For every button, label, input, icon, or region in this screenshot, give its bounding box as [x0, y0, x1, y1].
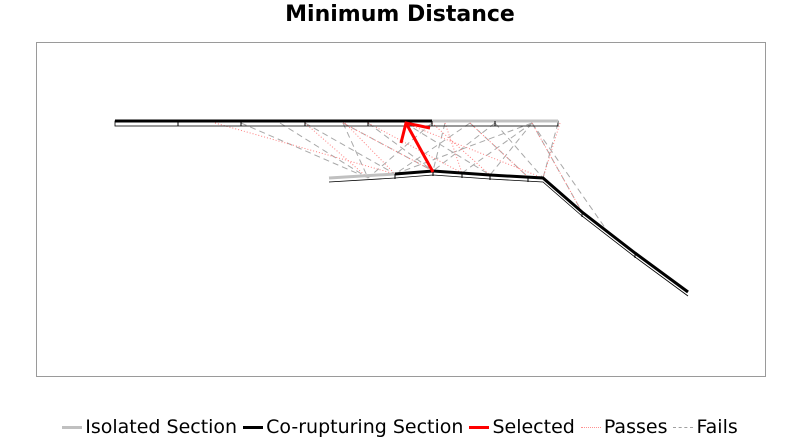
fails-connection-line	[404, 122, 491, 176]
legend-label-fails: Fails	[696, 416, 738, 438]
fails-connection-line	[367, 122, 433, 179]
fails-connections	[240, 122, 609, 233]
fails-connection-line	[342, 122, 369, 179]
plot-area	[36, 42, 766, 377]
passes-connection-line	[304, 122, 369, 179]
passes-connection-line	[342, 122, 434, 172]
legend: Isolated Section Co-rupturing Section Se…	[0, 413, 800, 441]
fails-connection-line	[542, 122, 559, 179]
legend-label-passes: Passes	[603, 416, 668, 438]
legend-swatch-passes	[580, 426, 601, 428]
legend-swatch-isolated	[62, 425, 83, 429]
fails-connection-line	[279, 122, 369, 179]
chart-title: Minimum Distance	[285, 2, 515, 27]
passes-connection-line	[214, 122, 396, 175]
fails-connection-line	[469, 122, 529, 178]
fails-connection-line	[304, 122, 396, 175]
fails-connection-line	[394, 122, 533, 175]
fails-connection-line	[531, 122, 609, 233]
legend-item-corupturing: Co-rupturing Section	[243, 416, 463, 438]
lower-corupturing-trace	[394, 169, 689, 294]
fails-connection-line	[432, 122, 446, 172]
passes-connection-line	[344, 122, 396, 175]
legend-swatch-fails	[673, 426, 694, 428]
selected-arrowhead	[399, 121, 431, 144]
legend-swatch-corupturing	[243, 425, 264, 429]
legend-item-isolated: Isolated Section	[62, 416, 237, 438]
legend-label-isolated: Isolated Section	[85, 416, 238, 438]
lower-isolated-trace	[328, 172, 396, 180]
legend-label-corupturing: Co-rupturing Section	[266, 416, 464, 438]
legend-item-fails: Fails	[673, 416, 738, 438]
fails-connection-line	[494, 122, 544, 179]
upper-fault-section	[114, 119, 559, 127]
lower-section-outline	[328, 174, 689, 297]
passes-connections	[214, 122, 583, 213]
fails-connection-line	[367, 122, 434, 172]
passes-connection-line	[469, 122, 529, 178]
selected-jump-arrow	[399, 121, 435, 173]
fails-connection-line	[394, 122, 471, 175]
fails-connection-line	[240, 122, 369, 179]
selected-jump-line	[404, 122, 435, 173]
legend-item-passes: Passes	[580, 416, 668, 438]
passes-connection-line	[531, 122, 583, 213]
legend-label-selected: Selected	[492, 416, 575, 438]
passes-connection-line	[404, 122, 544, 179]
passes-connection-line	[431, 122, 491, 176]
fails-connection-line	[432, 122, 496, 172]
fails-connection-line	[489, 122, 533, 176]
legend-item-selected: Selected	[469, 416, 575, 438]
passes-connection-line	[542, 122, 561, 179]
legend-swatch-selected	[469, 425, 490, 429]
lower-fault-section	[328, 169, 689, 297]
